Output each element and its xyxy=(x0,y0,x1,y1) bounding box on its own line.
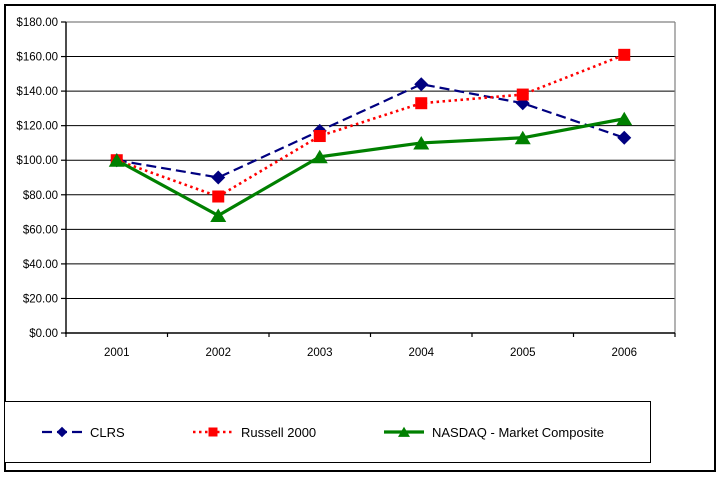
y-axis-label: $140.00 xyxy=(16,86,58,98)
data-point-nasdaq-market-composite-2001 xyxy=(108,153,125,167)
x-axis-label: 2005 xyxy=(510,347,536,359)
data-point-clrs-2004 xyxy=(414,77,429,92)
chart-outer-frame xyxy=(4,4,716,472)
data-point-russell-2000-2004 xyxy=(415,97,428,110)
y-axis-label: $80.00 xyxy=(23,190,58,202)
legend-label-clrs: CLRS xyxy=(90,424,125,440)
data-point-russell-2000-2005 xyxy=(516,88,529,101)
y-axis-label: $160.00 xyxy=(16,52,58,64)
legend-label-nasdaq: NASDAQ - Market Composite xyxy=(432,424,604,440)
legend-item-nasdaq: NASDAQ - Market Composite xyxy=(383,424,604,440)
legend-marker-nasdaq-market-composite xyxy=(398,426,410,437)
chart-legend: CLRS Russell 2000 NASDAQ - Market Compos… xyxy=(4,401,651,463)
x-axis-label: 2002 xyxy=(205,347,231,359)
x-axis-label: 2006 xyxy=(611,347,637,359)
y-axis-label: $60.00 xyxy=(23,224,58,236)
data-point-nasdaq-market-composite-2003 xyxy=(311,149,328,164)
x-axis-label: 2001 xyxy=(104,347,130,359)
russell-dotted-square-marker-icon xyxy=(193,427,233,437)
data-point-nasdaq-market-composite-2005 xyxy=(514,130,531,145)
y-axis-label: $40.00 xyxy=(23,259,58,271)
series-line-clrs xyxy=(116,83,625,179)
data-point-nasdaq-market-composite-2002 xyxy=(210,208,227,223)
data-point-clrs-2006 xyxy=(617,130,632,145)
data-point-russell-2000-2006 xyxy=(618,48,631,61)
y-axis-label: $120.00 xyxy=(16,121,58,133)
clrs-dashed-diamond-marker-icon xyxy=(42,426,82,438)
y-axis-label: $0.00 xyxy=(29,328,58,340)
legend-marker-clrs xyxy=(56,426,68,438)
legend-item-clrs: CLRS xyxy=(41,424,125,440)
y-axis-label: $20.00 xyxy=(23,293,58,305)
legend-item-russell-2000: Russell 2000 xyxy=(192,424,316,440)
data-point-clrs-2002 xyxy=(211,170,226,185)
x-axis-label: 2004 xyxy=(408,347,434,359)
data-point-russell-2000-2003 xyxy=(313,130,326,143)
y-axis-label: $180.00 xyxy=(16,17,58,29)
legend-marker-russell-2000 xyxy=(208,427,218,437)
nasdaq-solid-triangle-marker-icon xyxy=(384,426,424,437)
legend-label-russell-2000: Russell 2000 xyxy=(241,424,317,440)
data-point-russell-2000-2002 xyxy=(212,190,225,203)
y-axis-label: $100.00 xyxy=(16,155,58,167)
series-line-nasdaq-market-composite xyxy=(115,117,625,218)
data-point-nasdaq-market-composite-2004 xyxy=(413,135,430,150)
data-point-nasdaq-market-composite-2006 xyxy=(616,111,633,126)
x-axis-label: 2003 xyxy=(307,347,333,359)
